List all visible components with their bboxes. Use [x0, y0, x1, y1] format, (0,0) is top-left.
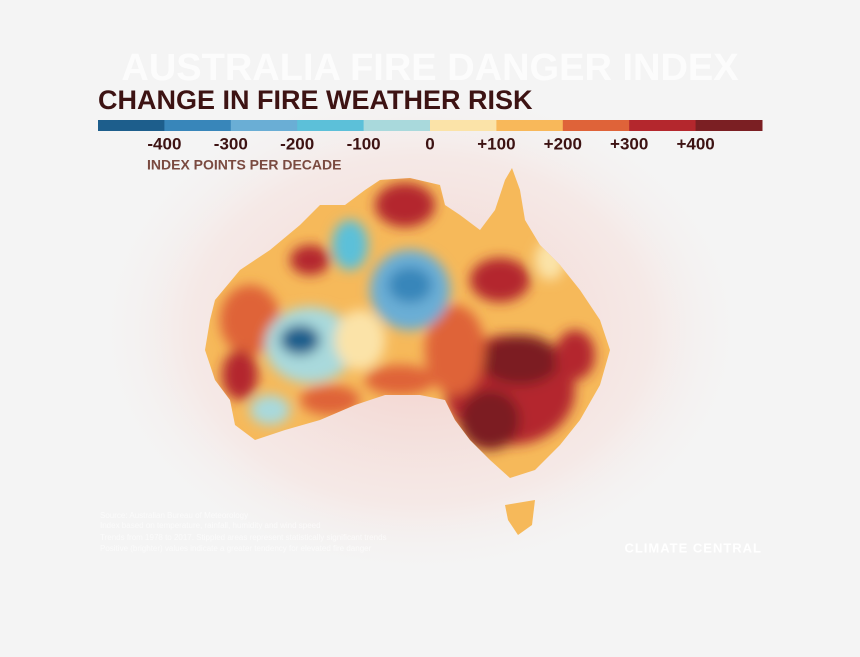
legend-label: -100 [347, 134, 381, 153]
map [205, 168, 610, 478]
source-line: Trends from 1978 to 2017. Stippled areas… [100, 533, 387, 542]
legend-swatch [164, 120, 232, 131]
legend-label: +400 [676, 134, 714, 153]
legend-swatch [363, 120, 431, 131]
legend-unit: INDEX POINTS PER DECADE [147, 157, 341, 173]
legend-swatch [629, 120, 697, 131]
source-line: Positive (brighter) values indicate a gr… [100, 544, 372, 553]
legend-swatch [98, 120, 165, 131]
tasmania [505, 500, 535, 535]
legend-swatch [230, 120, 298, 131]
legend-label: +100 [477, 134, 515, 153]
faded-title: AUSTRALIA FIRE DANGER INDEX [121, 47, 739, 89]
legend-label: 0 [425, 134, 434, 153]
legend-label: -300 [214, 134, 248, 153]
legend-label: +200 [544, 134, 582, 153]
legend-swatch [496, 120, 564, 131]
legend-swatch [430, 120, 497, 131]
legend-label: -200 [280, 134, 314, 153]
logo: CLIMATE CENTRAL [624, 540, 762, 555]
legend-swatch [695, 120, 763, 131]
source-line: Index based on temperature, rainfall, hu… [100, 521, 321, 530]
legend-swatch [562, 120, 630, 131]
legend-swatch [297, 120, 365, 131]
legend: -400 -300 -200 -100 0 +100 +200 +300 +400 [98, 120, 763, 153]
legend-label: +300 [610, 134, 648, 153]
title: CHANGE IN FIRE WEATHER RISK [98, 85, 533, 115]
legend-label: -400 [147, 134, 181, 153]
source-line: Source: Australian Bureau of Meteorology [100, 511, 248, 520]
